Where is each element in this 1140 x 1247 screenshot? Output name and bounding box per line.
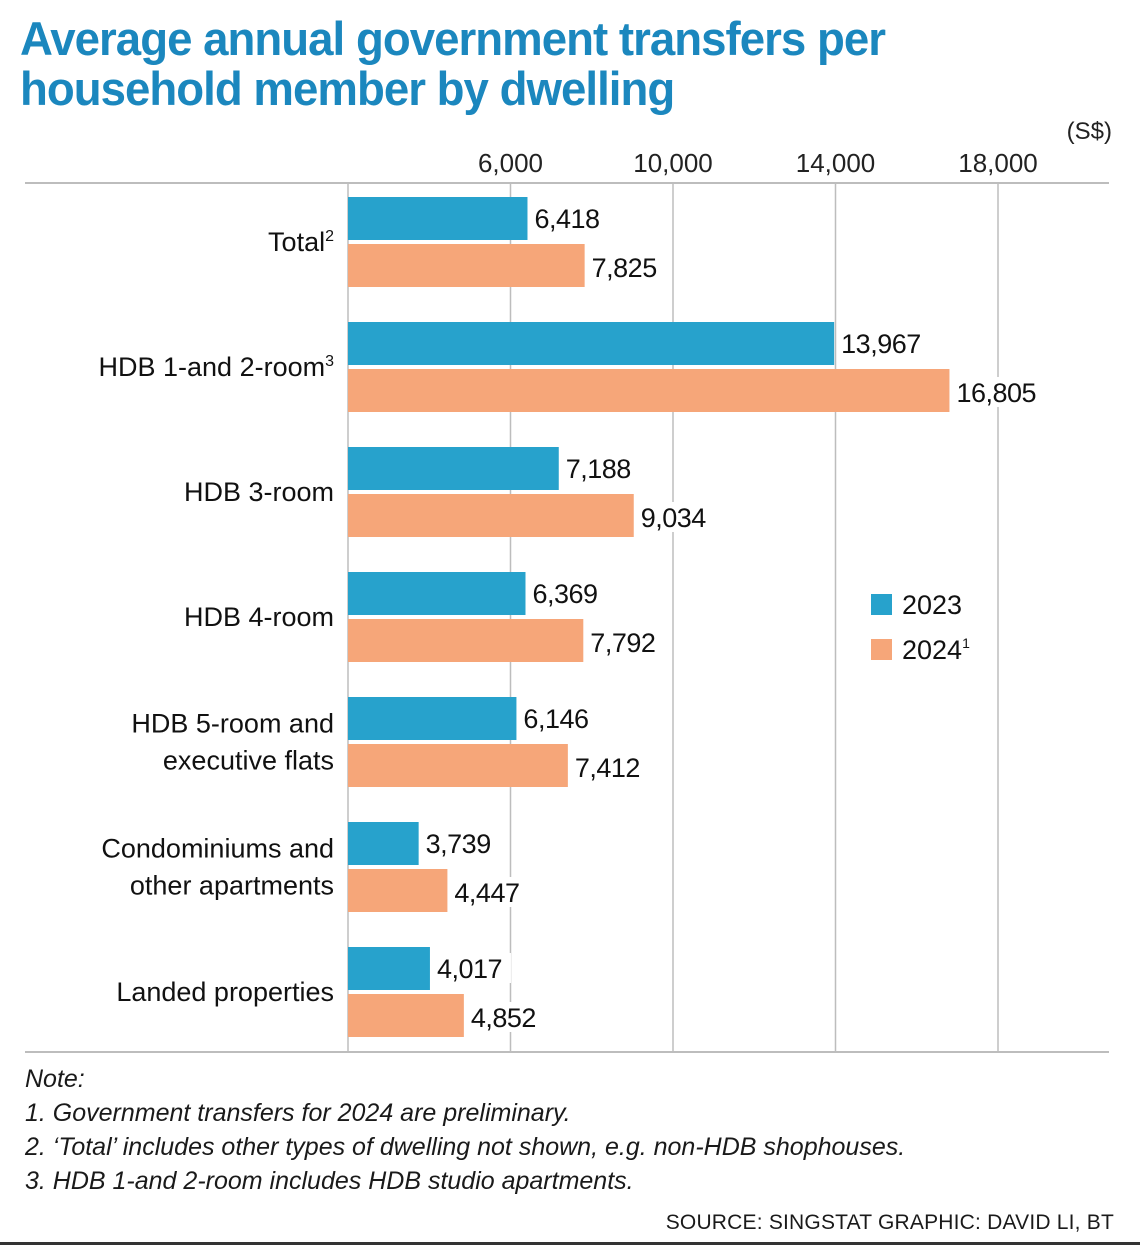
data-label: 3,739	[426, 829, 491, 859]
bar-2024	[348, 494, 634, 537]
data-label: 4,447	[454, 878, 519, 908]
bar-2024	[348, 869, 448, 912]
x-tick-label: 6,000	[478, 148, 543, 178]
x-tick-label: 18,000	[958, 148, 1038, 178]
data-label: 16,805	[956, 378, 1036, 408]
footnote-marker: 1	[962, 635, 970, 651]
data-label-bg	[563, 453, 640, 483]
data-label-bg	[839, 328, 930, 358]
data-label-bg	[589, 252, 666, 282]
bar-2023	[348, 322, 835, 365]
notes-heading: Note:	[25, 1065, 85, 1093]
bar-2023	[348, 447, 559, 490]
legend-swatch-2024	[871, 639, 892, 660]
data-label: 6,418	[534, 204, 599, 234]
category-label: HDB 4-room	[184, 602, 334, 632]
bar-2024	[348, 244, 585, 287]
data-label-bg	[521, 703, 598, 733]
category-label: HDB 3-room	[184, 477, 334, 507]
bar-2024	[348, 619, 584, 662]
x-tick-label: 10,000	[633, 148, 713, 178]
category-label: Total2	[268, 227, 334, 257]
x-axis-ticks: 6,000 10,000 14,000 18,000	[478, 148, 1038, 178]
data-label: 7,825	[592, 253, 657, 283]
legend-label-2023: 2023	[902, 590, 962, 620]
data-label: 6,146	[523, 704, 588, 734]
data-label: 9,034	[641, 503, 707, 533]
data-label-bg	[532, 203, 609, 233]
category-label: HDB 1-and 2-room3	[99, 352, 335, 382]
note-2: 2. ‘Total’ includes other types of dwell…	[25, 1133, 906, 1161]
data-label: 13,967	[841, 329, 921, 359]
bar-2023	[348, 697, 517, 740]
bar-2023	[348, 572, 526, 615]
unit-label: (S$)	[1066, 118, 1112, 145]
category-labels: Total2 HDB 1-and 2-room3 HDB 3-room HDB 4-r…	[99, 227, 335, 1007]
data-label: 7,412	[575, 753, 640, 783]
data-label-bg	[434, 953, 511, 983]
note-3: 3. HDB 1-and 2-room includes HDB studio …	[25, 1167, 634, 1195]
data-label: 4,017	[437, 954, 502, 984]
data-label-bg	[452, 877, 529, 907]
legend: 2023 20241	[871, 590, 970, 665]
category-label: Landed properties	[116, 977, 334, 1007]
data-label-bg	[423, 828, 500, 858]
category-label: HDB 5-room and	[131, 709, 334, 739]
note-1: 1. Government transfers for 2024 are pre…	[25, 1099, 571, 1127]
data-label-bg	[954, 377, 1045, 407]
chart-title: Average annual government transfers per …	[20, 12, 886, 115]
footnote-marker: 3	[325, 353, 334, 370]
bar-2023	[348, 947, 430, 990]
footnote-marker: 2	[325, 228, 334, 245]
source-credit: SOURCE: SINGSTAT GRAPHIC: DAVID LI, BT	[665, 1211, 1114, 1234]
data-label: 7,792	[590, 628, 655, 658]
bottom-rule	[0, 1242, 1140, 1245]
bar-2024	[348, 994, 464, 1037]
bars	[348, 197, 950, 1037]
data-label-bg	[588, 627, 665, 657]
notes: Note: 1. Government transfers for 2024 a…	[25, 1062, 905, 1198]
data-label-bg	[638, 502, 715, 532]
legend-swatch-2023	[871, 594, 892, 615]
category-label: other apartments	[130, 871, 334, 901]
x-tick-label: 14,000	[796, 148, 876, 178]
bar-2024	[348, 369, 950, 412]
data-label: 6,369	[532, 579, 597, 609]
data-label: 7,188	[566, 454, 631, 484]
bar-2024	[348, 744, 568, 787]
data-labels: 6,418 7,825 13,967 16,805 7,188 9,034 6,369 7,7…	[423, 203, 1045, 1033]
data-label-bg	[572, 752, 649, 782]
data-label: 4,852	[471, 1003, 536, 1033]
bar-2023	[348, 822, 419, 865]
category-label: executive flats	[163, 746, 334, 776]
legend-label-2024: 20241	[902, 635, 970, 665]
bar-2023	[348, 197, 528, 240]
data-label-bg	[468, 1002, 545, 1032]
category-label: Condominiums and	[101, 834, 334, 864]
data-label-bg	[530, 578, 607, 608]
